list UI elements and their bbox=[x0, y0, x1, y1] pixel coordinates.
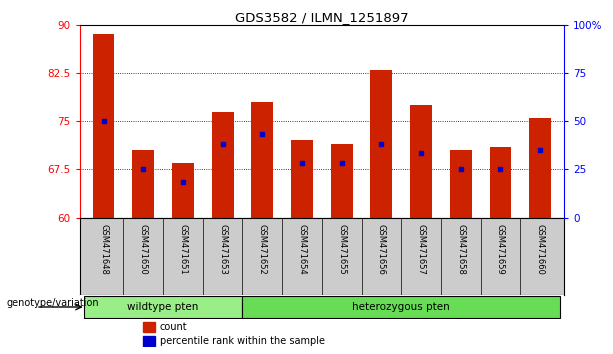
Bar bbox=[251, 102, 273, 217]
Bar bbox=[450, 150, 471, 217]
Bar bbox=[331, 144, 352, 217]
Text: GSM471658: GSM471658 bbox=[456, 224, 465, 275]
Text: heterozygous pten: heterozygous pten bbox=[352, 302, 450, 312]
Bar bbox=[490, 147, 511, 217]
Bar bbox=[370, 70, 392, 217]
Bar bbox=[291, 141, 313, 217]
Bar bbox=[93, 34, 115, 217]
Text: GSM471650: GSM471650 bbox=[139, 224, 148, 274]
Bar bbox=[83, 296, 242, 318]
Bar bbox=[172, 163, 194, 217]
Bar bbox=[132, 150, 154, 217]
Text: GSM471656: GSM471656 bbox=[377, 224, 386, 275]
Text: GSM471659: GSM471659 bbox=[496, 224, 505, 274]
Text: GSM471651: GSM471651 bbox=[178, 224, 188, 274]
Bar bbox=[529, 118, 551, 217]
Text: percentile rank within the sample: percentile rank within the sample bbox=[159, 336, 325, 346]
Bar bbox=[143, 336, 154, 346]
Text: GSM471657: GSM471657 bbox=[417, 224, 425, 275]
Bar bbox=[410, 105, 432, 217]
Bar bbox=[143, 322, 154, 332]
Text: GSM471655: GSM471655 bbox=[337, 224, 346, 274]
Text: GSM471653: GSM471653 bbox=[218, 224, 227, 275]
Text: GSM471654: GSM471654 bbox=[297, 224, 306, 274]
Bar bbox=[242, 296, 560, 318]
Text: genotype/variation: genotype/variation bbox=[6, 298, 99, 308]
Text: GSM471660: GSM471660 bbox=[536, 224, 544, 275]
Text: count: count bbox=[159, 322, 187, 332]
Bar bbox=[211, 112, 234, 217]
Title: GDS3582 / ILMN_1251897: GDS3582 / ILMN_1251897 bbox=[235, 11, 409, 24]
Text: wildtype pten: wildtype pten bbox=[128, 302, 199, 312]
Text: GSM471648: GSM471648 bbox=[99, 224, 108, 275]
Text: GSM471652: GSM471652 bbox=[258, 224, 267, 274]
